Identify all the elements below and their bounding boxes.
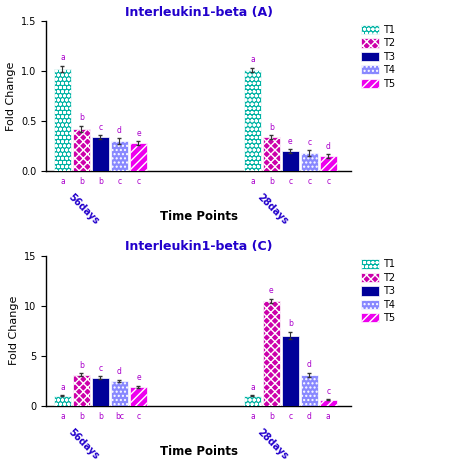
Text: e: e (136, 129, 141, 137)
Bar (282, 336, 299, 406)
Text: e: e (269, 286, 273, 295)
Text: d: d (307, 360, 312, 369)
Text: b: b (79, 412, 84, 421)
Title: Interleukin1-beta (C): Interleukin1-beta (C) (125, 240, 273, 253)
Text: c: c (307, 177, 311, 186)
Text: b: b (79, 361, 84, 370)
Bar (244, 70, 261, 171)
X-axis label: Time Points: Time Points (160, 210, 238, 223)
Text: d: d (117, 367, 122, 376)
Text: b: b (269, 122, 274, 131)
Text: c: c (307, 137, 311, 146)
Legend: T1, T2, T3, T4, T5: T1, T2, T3, T4, T5 (359, 257, 397, 325)
Bar (301, 153, 318, 171)
Text: 56days: 56days (66, 192, 100, 227)
Text: a: a (250, 177, 255, 186)
Bar (301, 375, 318, 406)
Legend: T1, T2, T3, T4, T5: T1, T2, T3, T4, T5 (359, 23, 397, 91)
Bar (319, 400, 337, 406)
Text: a: a (250, 55, 255, 64)
Text: c: c (326, 177, 330, 186)
Text: bc: bc (115, 412, 124, 421)
Text: b: b (288, 319, 293, 328)
Text: c: c (99, 122, 102, 131)
Text: c: c (137, 177, 140, 186)
Text: c: c (118, 177, 121, 186)
Text: c: c (288, 177, 292, 186)
Text: a: a (60, 53, 65, 62)
Text: d: d (117, 126, 122, 135)
Y-axis label: Fold Change: Fold Change (9, 296, 18, 365)
Text: c: c (99, 363, 102, 372)
Text: c: c (137, 412, 140, 421)
Text: b: b (269, 412, 274, 421)
Y-axis label: Fold Change: Fold Change (6, 61, 16, 131)
Text: a: a (60, 383, 65, 392)
Text: b: b (98, 412, 103, 421)
Title: Interleukin1-beta (A): Interleukin1-beta (A) (125, 6, 273, 19)
Bar (319, 156, 337, 171)
Bar (91, 378, 109, 406)
Bar (91, 137, 109, 171)
Text: e: e (136, 373, 141, 382)
Text: b: b (269, 177, 274, 186)
Bar (129, 387, 147, 406)
Text: a: a (250, 412, 255, 421)
Bar (73, 129, 90, 171)
Text: c: c (326, 386, 330, 395)
Text: c: c (288, 412, 292, 421)
Text: d: d (326, 142, 331, 151)
Text: 56days: 56days (66, 427, 100, 461)
Text: a: a (60, 412, 65, 421)
Bar (282, 151, 299, 171)
Bar (110, 381, 128, 406)
Text: a: a (60, 177, 65, 186)
Text: b: b (79, 177, 84, 186)
Text: a: a (250, 383, 255, 392)
Text: d: d (307, 412, 312, 421)
Bar (263, 137, 280, 171)
Text: a: a (326, 412, 331, 421)
Text: e: e (288, 136, 292, 145)
Bar (54, 69, 71, 171)
Text: 28days: 28days (255, 427, 291, 461)
Bar (73, 375, 90, 406)
Text: b: b (98, 177, 103, 186)
Bar (110, 141, 128, 171)
Bar (129, 143, 147, 171)
Bar (263, 301, 280, 406)
Text: b: b (79, 113, 84, 122)
Text: 28days: 28days (255, 192, 291, 227)
X-axis label: Time Points: Time Points (160, 445, 238, 458)
Bar (54, 396, 71, 406)
Bar (244, 396, 261, 406)
